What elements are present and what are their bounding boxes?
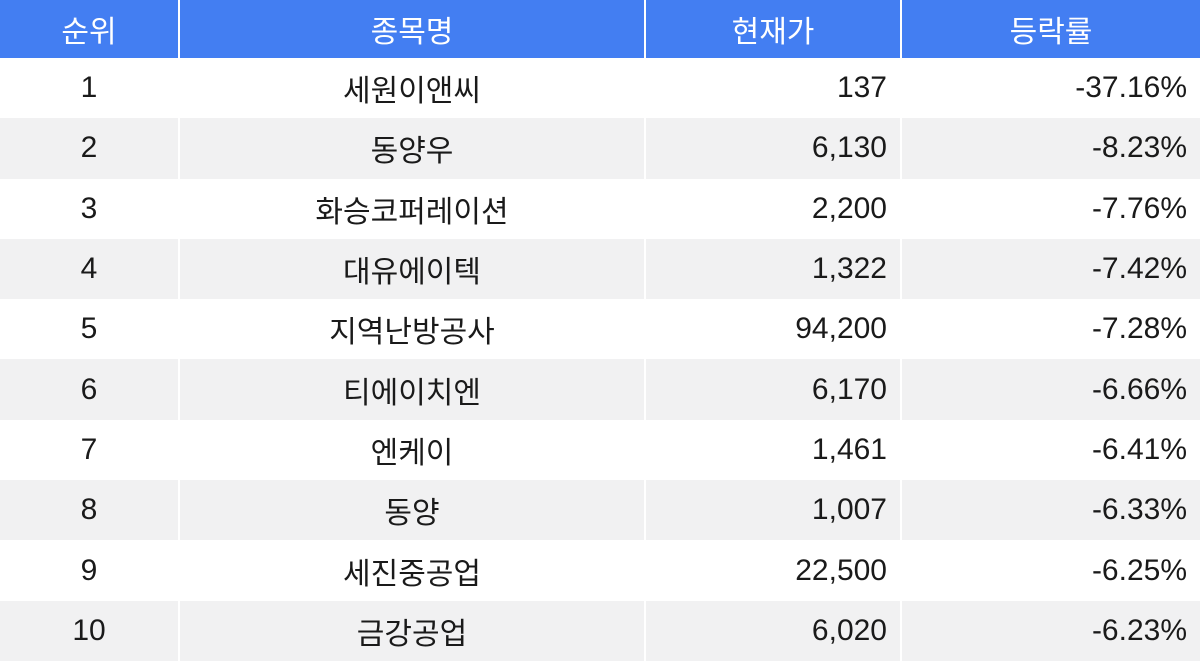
table-row: 8 동양 1,007 -6.33% xyxy=(0,480,1200,541)
change-cell: -7.28% xyxy=(901,299,1200,360)
rank-cell: 3 xyxy=(0,178,180,239)
header-rank: 순위 xyxy=(0,0,180,58)
price-cell: 1,322 xyxy=(645,238,902,300)
rank-cell: 6 xyxy=(0,359,180,420)
price-cell: 1,461 xyxy=(645,419,902,481)
stock-name-cell: 티에이치엔 xyxy=(179,359,646,420)
table-row: 10 금강공업 6,020 -6.23% xyxy=(0,600,1200,661)
price-cell: 2,200 xyxy=(645,178,902,239)
stock-name-cell: 화승코퍼레이션 xyxy=(179,178,646,239)
stock-name-cell: 금강공업 xyxy=(179,600,646,661)
change-cell: -6.41% xyxy=(901,419,1200,481)
price-cell: 6,020 xyxy=(645,600,902,661)
header-change: 등락률 xyxy=(901,0,1200,58)
table-row: 6 티에이치엔 6,170 -6.66% xyxy=(0,359,1200,420)
price-cell: 137 xyxy=(645,58,902,119)
table-header: 순위 종목명 현재가 등락률 xyxy=(0,0,1200,58)
stock-name-cell: 세진중공업 xyxy=(179,540,646,601)
stock-name-cell: 동양 xyxy=(179,480,646,541)
change-cell: -7.42% xyxy=(901,238,1200,300)
header-name: 종목명 xyxy=(179,0,646,58)
table-row: 1 세원이앤씨 137 -37.16% xyxy=(0,58,1200,119)
table-row: 7 엔케이 1,461 -6.41% xyxy=(0,419,1200,481)
rank-cell: 5 xyxy=(0,299,180,360)
change-cell: -8.23% xyxy=(901,118,1200,179)
price-cell: 94,200 xyxy=(645,299,902,360)
rank-cell: 2 xyxy=(0,118,180,179)
change-cell: -6.66% xyxy=(901,359,1200,420)
table-row: 2 동양우 6,130 -8.23% xyxy=(0,118,1200,179)
price-cell: 6,170 xyxy=(645,359,902,420)
stock-name-cell: 엔케이 xyxy=(179,419,646,481)
rank-cell: 10 xyxy=(0,600,180,661)
table-row: 3 화승코퍼레이션 2,200 -7.76% xyxy=(0,178,1200,239)
change-cell: -37.16% xyxy=(901,58,1200,119)
rank-cell: 9 xyxy=(0,540,180,601)
table-row: 9 세진중공업 22,500 -6.25% xyxy=(0,540,1200,601)
rank-cell: 7 xyxy=(0,419,180,481)
stock-name-cell: 동양우 xyxy=(179,118,646,179)
change-cell: -6.33% xyxy=(901,480,1200,541)
rank-cell: 8 xyxy=(0,480,180,541)
stock-name-cell: 지역난방공사 xyxy=(179,299,646,360)
price-cell: 6,130 xyxy=(645,118,902,179)
price-cell: 22,500 xyxy=(645,540,902,601)
rank-cell: 1 xyxy=(0,58,180,119)
table-body: 1 세원이앤씨 137 -37.16% 2 동양우 6,130 -8.23% 3 화승코퍼레이션 2… xyxy=(0,58,1200,661)
change-cell: -7.76% xyxy=(901,178,1200,239)
stock-name-cell: 대유에이텍 xyxy=(179,238,646,300)
change-cell: -6.23% xyxy=(901,600,1200,661)
table-row: 4 대유에이텍 1,322 -7.42% xyxy=(0,238,1200,300)
table-row: 5 지역난방공사 94,200 -7.28% xyxy=(0,299,1200,360)
table-header-row: 순위 종목명 현재가 등락률 xyxy=(0,0,1200,58)
rank-cell: 4 xyxy=(0,238,180,300)
stock-name-cell: 세원이앤씨 xyxy=(179,58,646,119)
change-cell: -6.25% xyxy=(901,540,1200,601)
header-price: 현재가 xyxy=(645,0,902,58)
price-cell: 1,007 xyxy=(645,480,902,541)
